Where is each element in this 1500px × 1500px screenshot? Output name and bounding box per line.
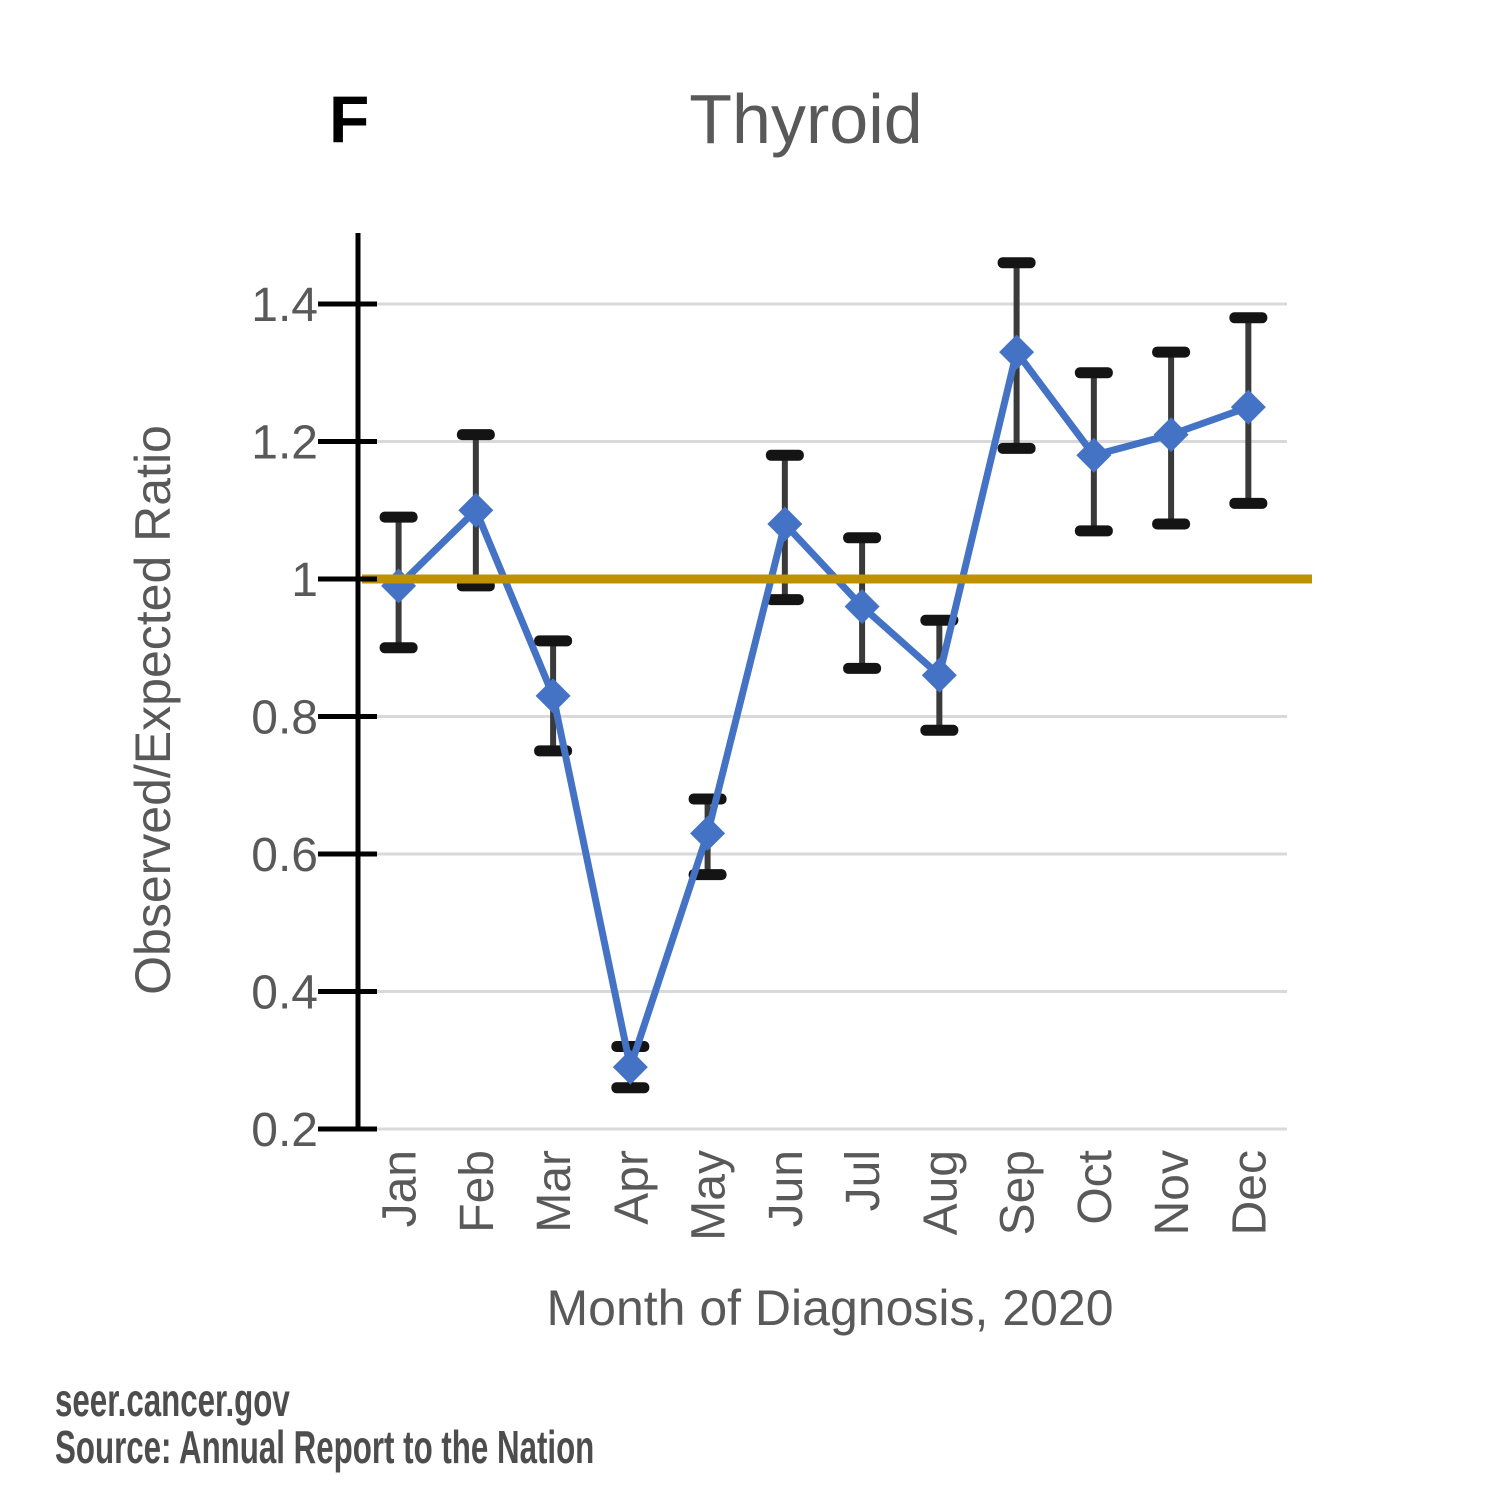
x-axis-tick-label: Jun xyxy=(760,1150,813,1227)
y-axis-tick-label: 1 xyxy=(291,554,318,607)
x-axis-tick-label: Jan xyxy=(374,1150,427,1227)
error-bar-cap-bottom xyxy=(1152,518,1191,530)
y-axis-tick-label: 0.4 xyxy=(251,967,318,1020)
error-bar-cap-top xyxy=(534,635,573,647)
y-axis-tick-label: 1.4 xyxy=(251,279,318,332)
error-bar-cap-bottom xyxy=(765,594,804,606)
data-point-marker xyxy=(921,657,957,693)
error-bar-cap-top xyxy=(1229,312,1268,324)
data-point-marker xyxy=(1230,389,1266,425)
data-point-marker xyxy=(612,1049,648,1085)
error-bar-cap-top xyxy=(843,532,882,544)
error-bar-cap-top xyxy=(997,257,1036,269)
y-axis-tick-label: 0.6 xyxy=(251,829,318,882)
data-point-marker xyxy=(690,815,726,851)
y-axis-tick-label: 0.8 xyxy=(251,692,318,745)
x-axis-tick-label: Feb xyxy=(451,1150,504,1233)
error-bar-cap-bottom xyxy=(843,662,882,674)
x-axis-tick-label: Aug xyxy=(914,1150,967,1235)
error-bar-cap-bottom xyxy=(997,442,1036,454)
data-point-marker xyxy=(999,334,1035,370)
data-point-marker xyxy=(1153,417,1189,453)
footer-website: seer.cancer.gov xyxy=(55,1374,290,1426)
x-axis-tick-label: May xyxy=(683,1150,736,1241)
data-point-marker xyxy=(535,678,571,714)
x-axis-tick-label: Nov xyxy=(1146,1150,1199,1235)
error-bar-cap-top xyxy=(456,429,495,441)
error-bar-cap-top xyxy=(379,511,418,523)
footer-source: Source: Annual Report to the Nation xyxy=(55,1421,595,1473)
x-axis-tick-label: Jul xyxy=(837,1150,890,1211)
error-bar-cap-bottom xyxy=(379,642,418,654)
data-point-marker xyxy=(844,589,880,624)
x-axis-tick-label: Oct xyxy=(1069,1150,1122,1225)
panel-label: F xyxy=(329,82,370,156)
x-axis-tick-label: Sep xyxy=(992,1150,1045,1235)
data-point-marker xyxy=(767,506,803,542)
x-axis-tick-label: Mar xyxy=(528,1150,581,1233)
data-point-marker xyxy=(1076,437,1112,473)
error-bar-cap-bottom xyxy=(1229,497,1268,509)
error-bar-cap-bottom xyxy=(920,724,959,736)
error-bar-cap-top xyxy=(688,793,727,805)
chart-title: Thyroid xyxy=(689,80,923,158)
series-line xyxy=(395,348,1252,1071)
data-point-marker xyxy=(458,492,494,528)
error-bar-cap-bottom xyxy=(611,1082,650,1094)
error-bar-cap-bottom xyxy=(1074,525,1113,537)
x-axis-tick-label: Apr xyxy=(605,1150,658,1225)
error-bar-cap-top xyxy=(1074,367,1113,379)
error-bar-cap-top xyxy=(1152,346,1191,358)
x-axis-title: Month of Diagnosis, 2020 xyxy=(546,1280,1114,1336)
y-axis-tick-label: 0.2 xyxy=(251,1104,318,1157)
y-axis-tick-label: 1.2 xyxy=(251,417,318,470)
x-axis-tick-label: Dec xyxy=(1223,1150,1276,1235)
error-bar-cap-top xyxy=(765,449,804,461)
